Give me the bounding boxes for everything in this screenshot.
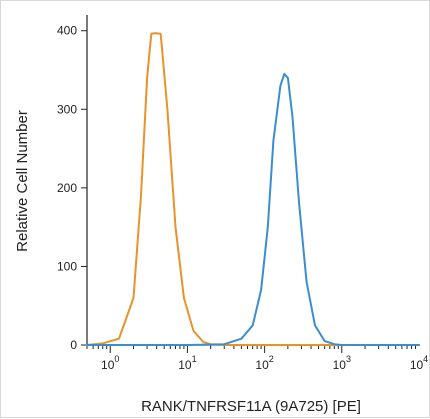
y-axis-title: Relative Cell Number [14,110,31,252]
x-tick-exponent: 0 [114,354,119,364]
y-axis: 0 100 200 300 400 [57,15,88,352]
x-tick-label: 101 [178,354,196,372]
x-tick-label: 104 [410,354,428,372]
series-layer [86,32,420,346]
x-axis-title: RANK/TNFRSF11A (9A725) [PE] [141,398,361,415]
x-axis: 100 101 102 103 104 [86,344,428,372]
y-tick-label: 400 [57,24,77,38]
y-tick-label: 200 [57,181,77,195]
y-tick-label: 100 [57,259,77,273]
x-tick-exponent: 1 [192,354,197,364]
x-tick-exponent: 4 [423,354,428,364]
x-tick-label: 103 [333,354,351,372]
series-line-1 [86,32,420,346]
x-tick-exponent: 2 [269,354,274,364]
y-tick-label: 300 [57,102,77,116]
y-tick-label: 0 [70,338,77,352]
x-tick-label: 102 [255,354,273,372]
series-line-2 [86,72,420,346]
x-tick-label: 100 [101,354,119,372]
x-tick-exponent: 3 [346,354,351,364]
